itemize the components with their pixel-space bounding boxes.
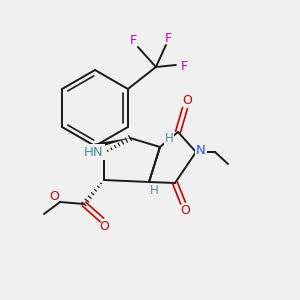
Text: O: O bbox=[99, 220, 109, 233]
Text: H: H bbox=[165, 133, 173, 146]
Text: HN: HN bbox=[84, 146, 104, 158]
Text: O: O bbox=[180, 203, 190, 217]
Text: F: F bbox=[129, 34, 137, 47]
Text: F: F bbox=[164, 32, 172, 44]
Text: N: N bbox=[196, 145, 206, 158]
Text: O: O bbox=[182, 94, 192, 106]
Polygon shape bbox=[94, 138, 130, 148]
Text: H: H bbox=[150, 184, 158, 197]
Text: O: O bbox=[49, 190, 59, 203]
Text: F: F bbox=[180, 61, 188, 74]
